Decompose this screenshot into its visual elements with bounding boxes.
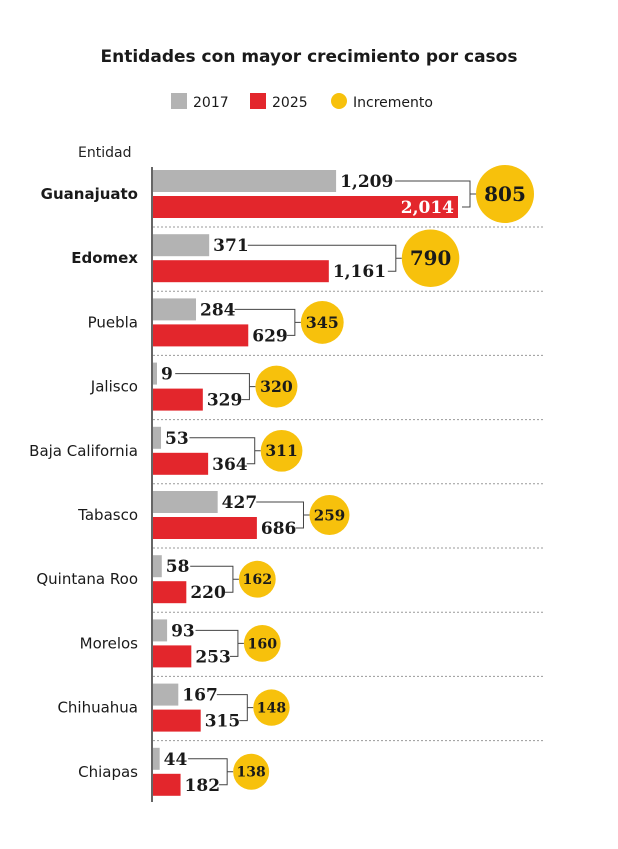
increment-circle-morelos — [243, 625, 281, 662]
increment-label-chihuahua: 148 — [257, 701, 287, 717]
value-label-2025-baja-california: 364 — [212, 455, 248, 475]
connector-morelos — [195, 629, 244, 657]
bar-2025-quintana-roo — [153, 581, 187, 604]
value-label-2017-tabasco: 427 — [222, 493, 258, 513]
increment-circle-guanajuato — [476, 165, 534, 223]
value-label-2025-morelos: 253 — [195, 647, 231, 667]
connector-jalisco — [175, 373, 256, 401]
value-label-2017-chihuahua: 167 — [182, 686, 218, 706]
bar-2025-chiapas — [153, 773, 181, 796]
value-label-2017-edomex: 371 — [213, 236, 249, 256]
category-label-morelos: Morelos — [80, 634, 139, 652]
category-label-quintana-roo: Quintana Roo — [36, 570, 138, 588]
value-label-2017-guanajuato: 1,209 — [340, 172, 393, 192]
category-label-puebla: Puebla — [88, 313, 138, 331]
category-label-tabasco: Tabasco — [77, 506, 138, 524]
value-label-2017-quintana-roo: 58 — [166, 557, 190, 577]
category-label-jalisco: Jalisco — [90, 378, 138, 396]
connector-guanajuato — [395, 180, 476, 208]
category-label-guanajuato: Guanajuato — [41, 185, 138, 203]
bar-2017-morelos — [153, 619, 168, 642]
bar-2017-chiapas — [153, 747, 160, 770]
bar-2025-puebla — [153, 324, 249, 347]
connector-quintana-roo — [190, 565, 239, 593]
rows: Guanajuato 1,209 2,014 805 Edomex 371 1,161 790… — [29, 165, 545, 796]
bar-2025-tabasco — [153, 517, 257, 539]
value-label-2017-chiapas: 44 — [164, 750, 188, 770]
legend-label-incremento: Incremento — [353, 95, 433, 111]
increment-label-jalisco: 320 — [260, 377, 293, 396]
legend-label-2017: 2017 — [193, 95, 229, 111]
bar-2025-jalisco — [153, 388, 203, 411]
increment-circle-puebla — [300, 300, 344, 344]
legend: 2017 2025 Incremento — [171, 93, 433, 111]
connector-edomex — [247, 244, 402, 272]
bar-2025-edomex — [153, 260, 329, 283]
increment-circle-quintana-roo — [238, 560, 276, 598]
connector-chihuahua — [216, 694, 254, 722]
category-label-edomex: Edomex — [71, 249, 138, 267]
value-label-2025-chiapas: 182 — [185, 776, 221, 796]
increment-label-quintana-roo: 162 — [242, 572, 272, 588]
increment-label-morelos: 160 — [247, 636, 277, 652]
value-label-2025-puebla: 629 — [252, 326, 288, 346]
bar-2017-puebla — [153, 298, 197, 321]
value-label-2025-jalisco: 329 — [207, 391, 243, 411]
bar-2025-morelos — [153, 645, 192, 668]
connector-tabasco — [256, 501, 310, 529]
category-label-chihuahua: Chihuahua — [57, 699, 138, 717]
value-label-2017-puebla: 284 — [200, 300, 236, 320]
bar-2017-edomex — [153, 234, 210, 257]
legend-swatch-2017 — [171, 93, 187, 109]
bar-2017-tabasco — [153, 491, 218, 513]
legend-label-2025: 2025 — [272, 95, 308, 111]
value-label-2025-tabasco: 686 — [261, 519, 297, 539]
bar-2025-baja-california — [153, 452, 209, 475]
increment-label-chiapas: 138 — [237, 765, 266, 781]
increment-label-baja-california: 311 — [265, 441, 297, 460]
value-label-2025-quintana-roo: 220 — [190, 583, 226, 603]
increment-circle-chihuahua — [253, 689, 290, 726]
value-label-2025-chihuahua: 315 — [205, 712, 241, 732]
increment-circle-baja-california — [260, 429, 303, 472]
value-label-2025-edomex: 1,161 — [333, 262, 386, 282]
category-label-baja-california: Baja California — [29, 442, 138, 460]
increment-circle-chiapas — [233, 753, 270, 790]
connector-puebla — [234, 308, 301, 336]
increment-label-tabasco: 259 — [314, 506, 345, 524]
chart-title: Entidades con mayor crecimiento por caso… — [101, 47, 518, 67]
increment-circle-jalisco — [255, 365, 298, 408]
increment-label-guanajuato: 805 — [484, 182, 526, 206]
bar-2025-chihuahua — [153, 709, 201, 732]
value-label-2025-guanajuato: 2,014 — [401, 198, 454, 218]
value-label-2017-jalisco: 9 — [161, 365, 173, 385]
value-label-2017-baja-california: 53 — [165, 429, 189, 449]
increment-label-puebla: 345 — [306, 313, 339, 332]
legend-swatch-2025 — [250, 93, 266, 109]
bar-2025-guanajuato — [153, 196, 458, 218]
connector-baja-california — [189, 437, 261, 465]
bar-2017-baja-california — [153, 426, 162, 449]
value-label-2017-morelos: 93 — [171, 621, 195, 641]
axis-title: Entidad — [78, 145, 131, 161]
category-label-chiapas: Chiapas — [78, 763, 138, 781]
increment-circle-tabasco — [309, 495, 350, 535]
legend-swatch-incremento — [331, 93, 347, 109]
increment-label-edomex: 790 — [410, 246, 451, 270]
increment-circle-edomex — [401, 229, 460, 287]
bar-2017-guanajuato — [153, 170, 337, 192]
bar-2017-quintana-roo — [153, 555, 162, 578]
bar-2017-jalisco — [153, 362, 157, 385]
connector-chiapas — [188, 758, 234, 786]
bar-2017-chihuahua — [153, 683, 179, 706]
